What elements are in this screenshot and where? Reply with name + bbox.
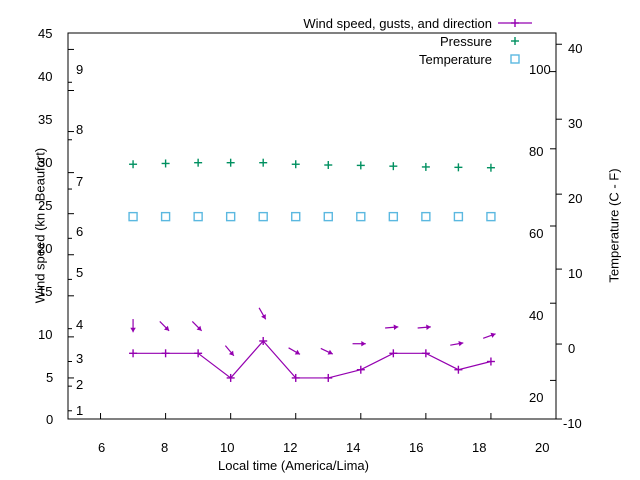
beaufort-tick-6: 6 bbox=[76, 224, 84, 239]
legend-label-wind: Wind speed, gusts, and direction bbox=[303, 16, 492, 31]
wind-direction-arrow bbox=[458, 341, 464, 347]
beaufort-tick-1: 1 bbox=[76, 403, 84, 418]
x-tick-18: 18 bbox=[472, 440, 487, 455]
x-tick-10: 10 bbox=[220, 440, 235, 455]
temp-tick-minus10: -10 bbox=[563, 416, 582, 431]
wind-direction-arrow bbox=[228, 350, 234, 356]
temp-tick-40: 40 bbox=[568, 41, 583, 56]
pressure-tick-40: 40 bbox=[529, 308, 544, 323]
pressure-tick-60: 60 bbox=[529, 226, 544, 241]
temperature-point bbox=[258, 211, 268, 222]
y-tick-10: 10 bbox=[38, 327, 53, 342]
temp-tick-30: 30 bbox=[568, 116, 583, 131]
temperature-point bbox=[388, 211, 399, 222]
x-tick-14: 14 bbox=[346, 440, 361, 455]
temperature-point bbox=[160, 211, 171, 222]
beaufort-tick-7: 7 bbox=[76, 174, 84, 189]
beaufort-tick-2: 2 bbox=[76, 377, 84, 392]
temperature-point bbox=[291, 211, 301, 222]
y-tick-25: 25 bbox=[38, 198, 53, 213]
y-tick-30: 30 bbox=[38, 155, 53, 170]
x-tick-12: 12 bbox=[283, 440, 298, 455]
x-tick-16: 16 bbox=[409, 440, 424, 455]
legend-label-temperature: Temperature bbox=[419, 52, 492, 67]
pressure-tick-20: 20 bbox=[529, 390, 544, 405]
y-axis-title: Wind speed (kn - Beaufort) bbox=[32, 147, 48, 304]
temperature-point bbox=[356, 211, 366, 222]
wind-direction-arrow bbox=[361, 341, 366, 347]
y-tick-0: 0 bbox=[46, 412, 54, 427]
y2-axis-title: Temperature (C - F) bbox=[606, 168, 622, 283]
x-axis-title: Local time (America/Lima) bbox=[218, 458, 369, 473]
wind-direction-arrow bbox=[130, 327, 136, 333]
temperature-point bbox=[193, 211, 203, 222]
wind-direction-arrow bbox=[393, 324, 399, 330]
temperature-point bbox=[421, 211, 431, 222]
temp-tick-0: 0 bbox=[568, 341, 576, 356]
beaufort-tick-9: 9 bbox=[76, 62, 84, 77]
y-tick-5: 5 bbox=[46, 370, 54, 385]
temperature-point bbox=[323, 211, 333, 222]
x-tick-6: 6 bbox=[98, 440, 106, 455]
wind-direction-arrow bbox=[164, 325, 170, 331]
x-tick-20: 20 bbox=[535, 440, 550, 455]
wind-direction-arrow bbox=[426, 324, 431, 330]
wind-direction-arrow bbox=[261, 314, 266, 320]
wind-speed-line bbox=[133, 340, 492, 379]
beaufort-tick-4: 4 bbox=[76, 317, 84, 332]
y-tick-40: 40 bbox=[38, 69, 53, 84]
legend-label-pressure: Pressure bbox=[439, 34, 492, 49]
beaufort-tick-8: 8 bbox=[76, 122, 84, 137]
temperature-point bbox=[486, 211, 496, 222]
wind-direction-arrow bbox=[196, 325, 202, 331]
temperature-point bbox=[225, 211, 236, 222]
wind-direction-arrow bbox=[327, 349, 333, 355]
pressure-tick-100: 100 bbox=[529, 62, 551, 77]
beaufort-tick-5: 5 bbox=[76, 265, 84, 280]
y-tick-15: 15 bbox=[38, 284, 53, 299]
x-tick-8: 8 bbox=[161, 440, 169, 455]
temperature-point bbox=[128, 211, 138, 222]
temperature-point bbox=[453, 211, 464, 222]
legend-key-temperature-marker bbox=[510, 54, 520, 64]
wind-direction-arrow bbox=[294, 349, 300, 355]
beaufort-tick-3: 3 bbox=[76, 351, 84, 366]
wind-direction-arrow bbox=[490, 332, 496, 338]
temp-tick-20: 20 bbox=[568, 191, 583, 206]
y-tick-45: 45 bbox=[38, 26, 53, 41]
y-tick-20: 20 bbox=[38, 241, 53, 256]
temp-tick-10: 10 bbox=[568, 266, 583, 281]
y-tick-35: 35 bbox=[38, 112, 53, 127]
plot-frame bbox=[67, 32, 557, 420]
pressure-tick-80: 80 bbox=[529, 144, 544, 159]
